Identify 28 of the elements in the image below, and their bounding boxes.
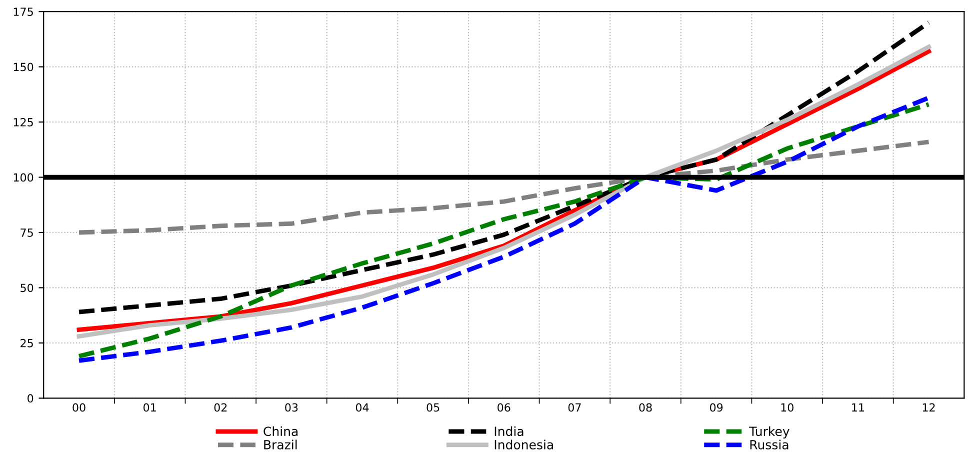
x-tick-label: 11 — [852, 403, 864, 412]
x-tick-label: 09 — [710, 403, 723, 412]
legend-label: Indonesia — [494, 440, 553, 450]
y-tick-label: 25 — [20, 338, 33, 348]
x-tick-label: 04 — [356, 403, 369, 412]
x-tick-label: 01 — [143, 403, 156, 412]
y-tick-label: 100 — [14, 173, 34, 182]
y-tick-label: 175 — [14, 8, 33, 16]
legend-label: Russia — [750, 440, 788, 450]
x-tick-label: 00 — [72, 403, 86, 412]
x-tick-label: 02 — [214, 403, 227, 412]
legend-label: Turkey — [749, 426, 790, 438]
x-tick-label: 10 — [781, 403, 794, 412]
x-tick-label: 03 — [285, 403, 298, 412]
x-tick-label: 06 — [498, 403, 510, 412]
y-tick-label: 125 — [14, 118, 33, 126]
x-tick-label: 07 — [568, 403, 581, 412]
x-tick-label: 05 — [426, 403, 440, 412]
y-tick-label: 150 — [14, 62, 34, 72]
x-tick-label: 12 — [922, 403, 935, 412]
legend-label: China — [264, 426, 298, 436]
legend-label: India — [494, 426, 524, 436]
legend-label: Brazil — [264, 440, 297, 450]
y-tick-label: 50 — [20, 284, 34, 292]
y-tick-label: 75 — [20, 228, 33, 237]
y-tick-label: 0 — [28, 394, 34, 403]
x-tick-label: 08 — [639, 403, 652, 412]
line-series — [76, 140, 931, 235]
